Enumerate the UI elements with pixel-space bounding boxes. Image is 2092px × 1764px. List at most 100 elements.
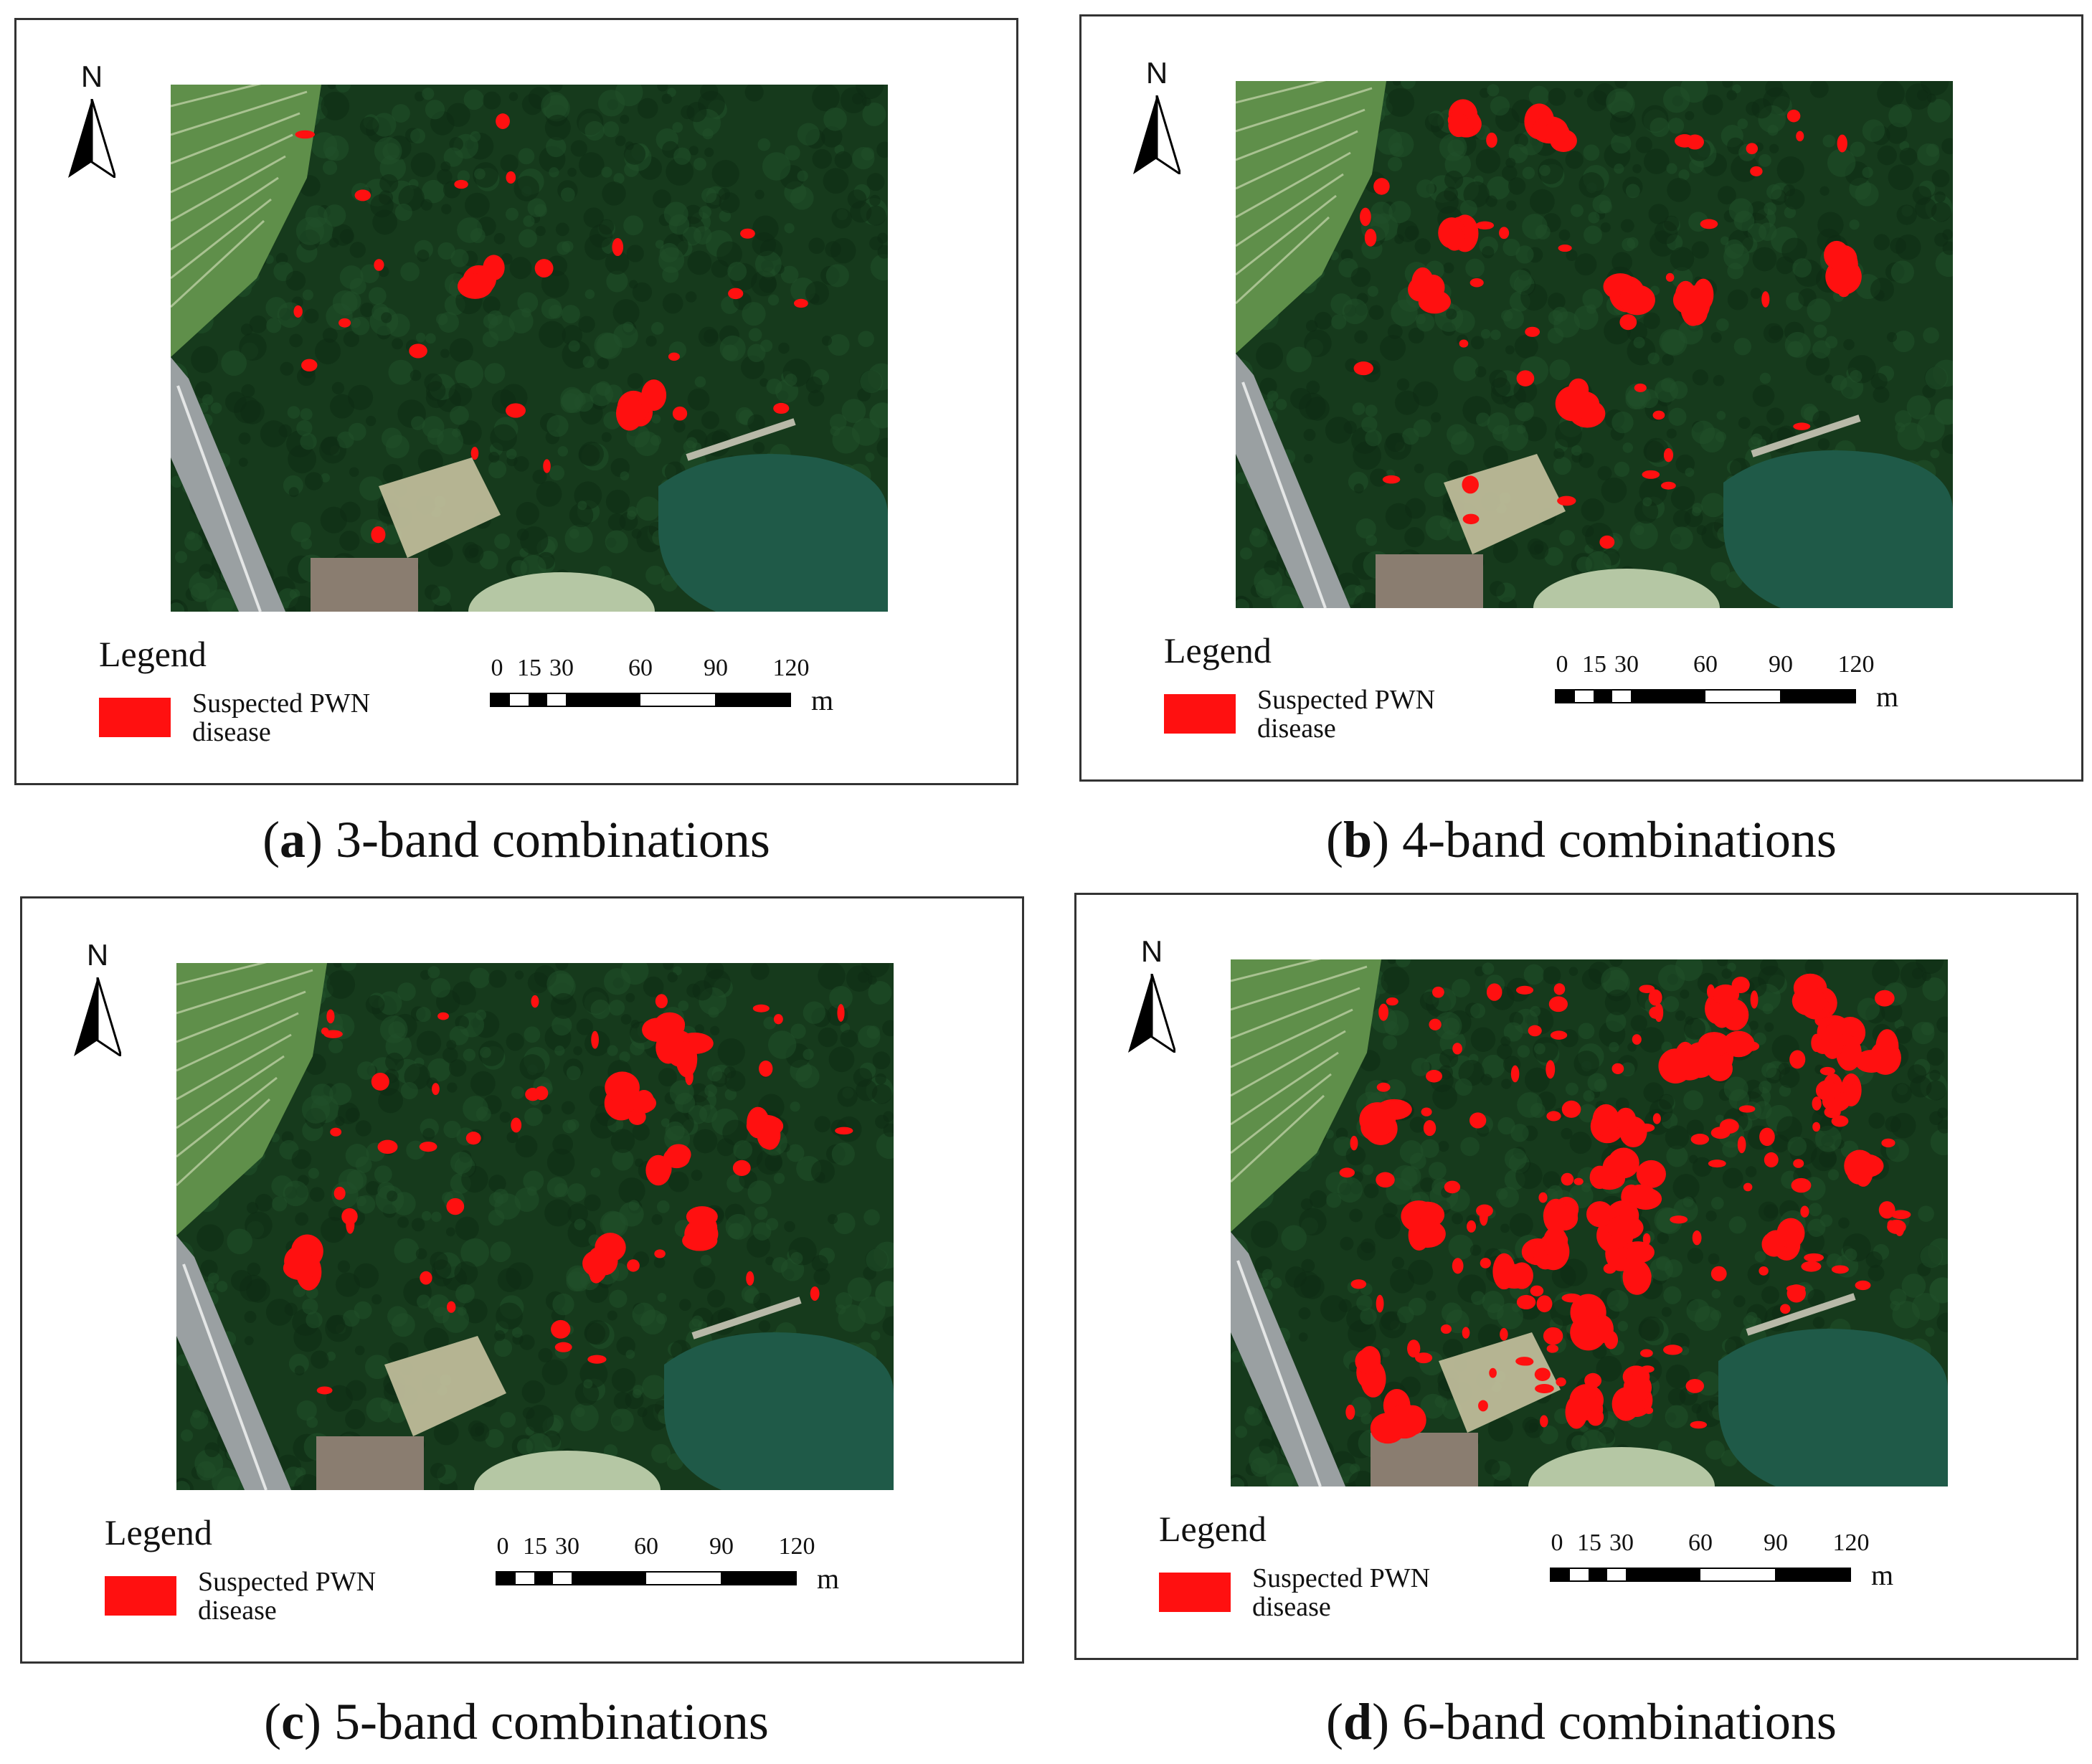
pwn-detection (1710, 1266, 1727, 1281)
pwn-detection (1737, 1136, 1746, 1154)
pwn-detection (1486, 132, 1497, 148)
pwn-detection (301, 359, 318, 372)
satellite-map (1236, 81, 1953, 608)
legend-title: Legend (105, 1512, 212, 1552)
north-arrow-icon (74, 977, 121, 1056)
panel-d: N Legend Suspected PWN disease 0 15 30 6… (1074, 893, 2078, 1660)
scale-tick: 30 (549, 655, 574, 681)
pwn-detection (1639, 985, 1655, 993)
scale-tick: 90 (1769, 651, 1793, 678)
pwn-detection (1741, 1040, 1760, 1052)
north-label: N (86, 938, 109, 972)
pwn-detection (1750, 990, 1759, 1009)
scale-tick: 15 (1577, 1530, 1601, 1556)
pwn-detection (1789, 1050, 1806, 1069)
pwn-detection (1426, 1070, 1443, 1083)
scale-tick: 0 (1556, 651, 1568, 678)
pwn-detection (505, 403, 526, 418)
pwn-detection (446, 1198, 465, 1215)
legend-label-disease: Suspected PWN disease (198, 1567, 377, 1626)
pwn-detection (1619, 314, 1637, 331)
pwn-detection (1353, 361, 1373, 376)
pwn-detection (746, 1271, 754, 1286)
pwn-detection (1824, 240, 1862, 295)
pwn-detection (1515, 985, 1534, 995)
pwn-detection (1846, 1075, 1855, 1086)
pwn-detection (1692, 1230, 1702, 1246)
scale-tick: 60 (1688, 1530, 1713, 1556)
panel-b: N Legend Suspected PWN disease 0 15 30 6… (1079, 14, 2083, 782)
scale-tick: 120 (1832, 1530, 1870, 1556)
pwn-detection (591, 1030, 599, 1049)
pwn-detection (1558, 245, 1572, 252)
pwn-detection (470, 447, 479, 460)
pwn-detection (1543, 1197, 1579, 1233)
pwn-detection (346, 1215, 355, 1234)
pwn-detection (1838, 1084, 1847, 1094)
scale-unit: m (1871, 1559, 1894, 1591)
pwn-detection (409, 343, 427, 359)
pwn-detection (1540, 1415, 1548, 1428)
pwn-detection (1679, 285, 1710, 326)
pwn-detection (1515, 1357, 1533, 1366)
pwn-detection (668, 352, 680, 361)
pwn-detection (1543, 1327, 1563, 1345)
pwn-detection (1553, 983, 1566, 995)
pwn-detection (1812, 1096, 1822, 1111)
scale-bar: 0 15 30 60 90 120 m (1550, 1530, 1923, 1601)
pwn-detection (1480, 1258, 1491, 1269)
pwn-detection (1546, 1345, 1559, 1353)
caption-d: (d) 6-band combinations (1326, 1693, 1837, 1750)
pwn-detection (496, 113, 510, 129)
map-imagery (176, 963, 894, 1490)
pwn-detection (377, 1139, 398, 1154)
pwn-detection (534, 259, 554, 278)
pwn-detection (1573, 1177, 1584, 1185)
satellite-map (1231, 959, 1948, 1486)
pwn-detection (1746, 143, 1759, 155)
pwn-detection (1370, 1388, 1426, 1444)
pwn-detection (1475, 221, 1495, 229)
pwn-detection (1719, 1119, 1739, 1134)
pwn-detection (1707, 984, 1715, 999)
pwn-detection (1705, 984, 1749, 1031)
pwn-detection (1364, 228, 1377, 247)
scale-tick: 90 (1764, 1530, 1788, 1556)
map-imagery (171, 85, 888, 612)
pwn-detection (1640, 1349, 1653, 1357)
caption-letter: b (1343, 811, 1373, 868)
legend-label-disease: Suspected PWN disease (192, 688, 371, 747)
pwn-detection (1670, 1215, 1688, 1224)
pwn-detection (1831, 1115, 1849, 1127)
pwn-detection (1561, 1100, 1581, 1118)
pwn-detection (354, 189, 371, 201)
pwn-detection (1648, 989, 1662, 1006)
pwn-detection (420, 1271, 432, 1285)
pwn-detection (1796, 131, 1804, 142)
pwn-detection (1408, 267, 1452, 314)
pwn-detection (1793, 422, 1811, 430)
pwn-detection (1743, 1182, 1753, 1192)
caption-text: 4-band combinations (1389, 811, 1837, 868)
scale-tick: 0 (1551, 1530, 1563, 1556)
pwn-detection (1780, 1304, 1791, 1314)
pwn-detection (773, 1014, 783, 1025)
pwn-detection (740, 228, 755, 239)
pwn-detection (1824, 1106, 1841, 1119)
pwn-detection (371, 526, 386, 544)
pwn-detection (1658, 1041, 1717, 1083)
north-label: N (1145, 56, 1168, 90)
pwn-detection (1447, 99, 1482, 138)
pwn-detection (1661, 481, 1676, 490)
pwn-detection (1546, 1060, 1556, 1079)
pwn-detection (1632, 1034, 1642, 1045)
scale-tick: 60 (628, 655, 653, 681)
satellite-map (176, 963, 894, 1490)
pwn-detection (1376, 1172, 1395, 1188)
north-arrow: N (60, 60, 124, 189)
north-arrow-icon (68, 99, 115, 178)
pwn-detection (1407, 1339, 1421, 1358)
pwn-detection (1524, 103, 1577, 152)
north-arrow: N (65, 938, 130, 1067)
pwn-detection (1516, 370, 1535, 387)
